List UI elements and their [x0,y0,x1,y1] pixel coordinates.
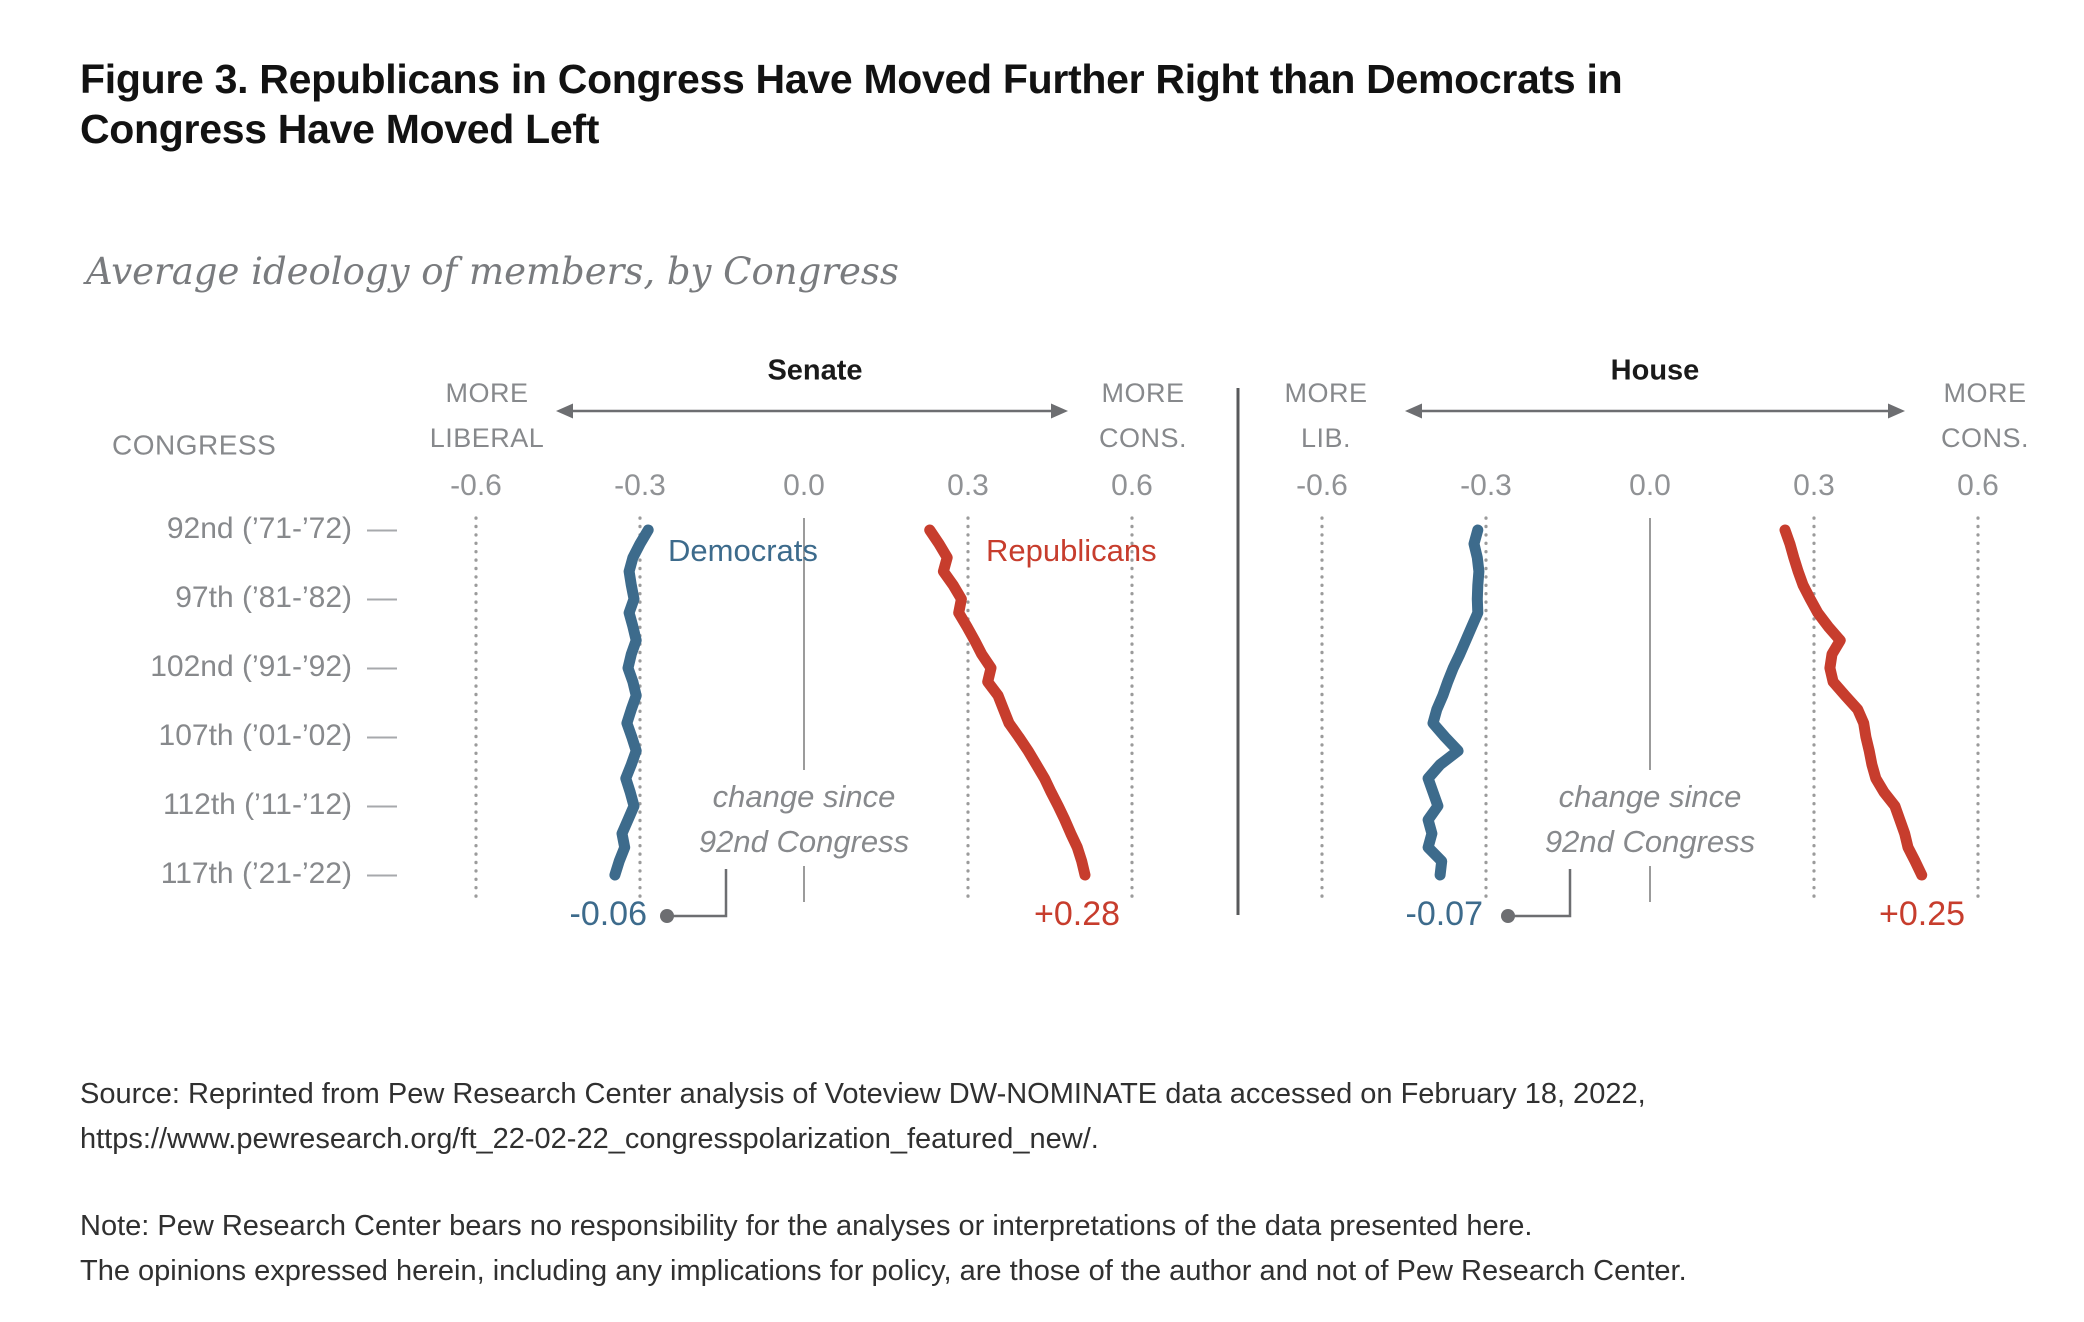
x-tick-label: 0.0 [783,469,825,502]
congress-row-label: 92nd (’71-’72) [167,512,352,545]
more-liberal-label: MORE [1285,378,1368,408]
democrat-change-value: -0.07 [1406,895,1484,933]
congress-row-tick: — [367,719,397,752]
congress-axis-label: CONGRESS [112,429,276,460]
series-label-democrats: Democrats [668,533,818,568]
panel-title-house: House [1611,355,1700,387]
series-line-republicans [1779,524,1928,881]
republican-change-value: +0.28 [1034,895,1120,933]
congress-row-label: 112th (’11-’12) [163,788,352,821]
figure-title-line1: Figure 3. Republicans in Congress Have M… [80,56,1623,102]
series-line-democrats [609,524,654,881]
republican-change-value: +0.25 [1879,895,1965,933]
annotation-connector [667,869,728,918]
more-conservative-label: CONS. [1099,423,1187,453]
note-line2: The opinions expressed herein, including… [80,1255,1687,1287]
congress-row-tick: — [367,788,397,821]
x-tick-label: 0.3 [947,469,989,502]
congress-row-label: 117th (’21-’22) [161,857,352,890]
x-tick-label: -0.3 [614,469,666,502]
series-line-democrats [1422,524,1485,881]
figure-title-line2: Congress Have Moved Left [80,106,600,152]
change-since-label: 92nd Congress [1545,824,1755,859]
more-liberal-label: LIB. [1301,423,1351,453]
annotation-dot [660,909,674,923]
arrowhead-right-icon [1051,403,1068,419]
more-conservative-label: MORE [1944,378,2027,408]
congress-row-tick: — [367,581,397,614]
annotation-dot [1501,909,1515,923]
series-label-republicans: Republicans [986,533,1157,568]
democrat-change-value: -0.06 [570,895,648,933]
more-conservative-label: CONS. [1941,423,2029,453]
congress-row-tick: — [367,857,397,890]
figure-title: Figure 3. Republicans in Congress Have M… [80,54,1623,154]
x-tick-label: -0.6 [450,469,502,502]
note-text: Note: Pew Research Center bears no respo… [80,1204,1687,1294]
congress-row-label: 107th (’01-’02) [159,719,352,752]
congress-row-label: 97th (’81-’82) [175,581,352,614]
source-line2: https://www.pewresearch.org/ft_22-02-22_… [80,1123,1099,1155]
change-since-label: change since [713,779,896,814]
change-since-label: change since [1559,779,1742,814]
arrowhead-right-icon [1888,403,1905,419]
congress-row-tick: — [367,512,397,545]
x-tick-label: 0.6 [1957,469,1999,502]
x-tick-label: -0.6 [1296,469,1348,502]
congress-row-tick: — [367,650,397,683]
change-since-label: 92nd Congress [699,824,909,859]
congress-row-label: 102nd (’91-’92) [150,650,352,683]
arrowhead-left-icon [1405,403,1422,419]
note-line1: Note: Pew Research Center bears no respo… [80,1210,1533,1242]
x-tick-label: 0.0 [1629,469,1671,502]
source-line1: Source: Reprinted from Pew Research Cent… [80,1078,1646,1110]
annotation-connector [1508,869,1572,918]
panel-title-senate: Senate [767,355,862,387]
arrowhead-left-icon [556,403,573,419]
x-tick-label: 0.3 [1793,469,1835,502]
more-liberal-label: MORE [446,378,529,408]
more-liberal-label: LIBERAL [430,423,545,453]
more-conservative-label: MORE [1102,378,1185,408]
chart-subtitle: Average ideology of members, by Congress [86,250,899,293]
x-tick-label: 0.6 [1111,469,1153,502]
series-line-republicans [924,524,1091,881]
x-tick-label: -0.3 [1460,469,1512,502]
source-text: Source: Reprinted from Pew Research Cent… [80,1072,1646,1162]
